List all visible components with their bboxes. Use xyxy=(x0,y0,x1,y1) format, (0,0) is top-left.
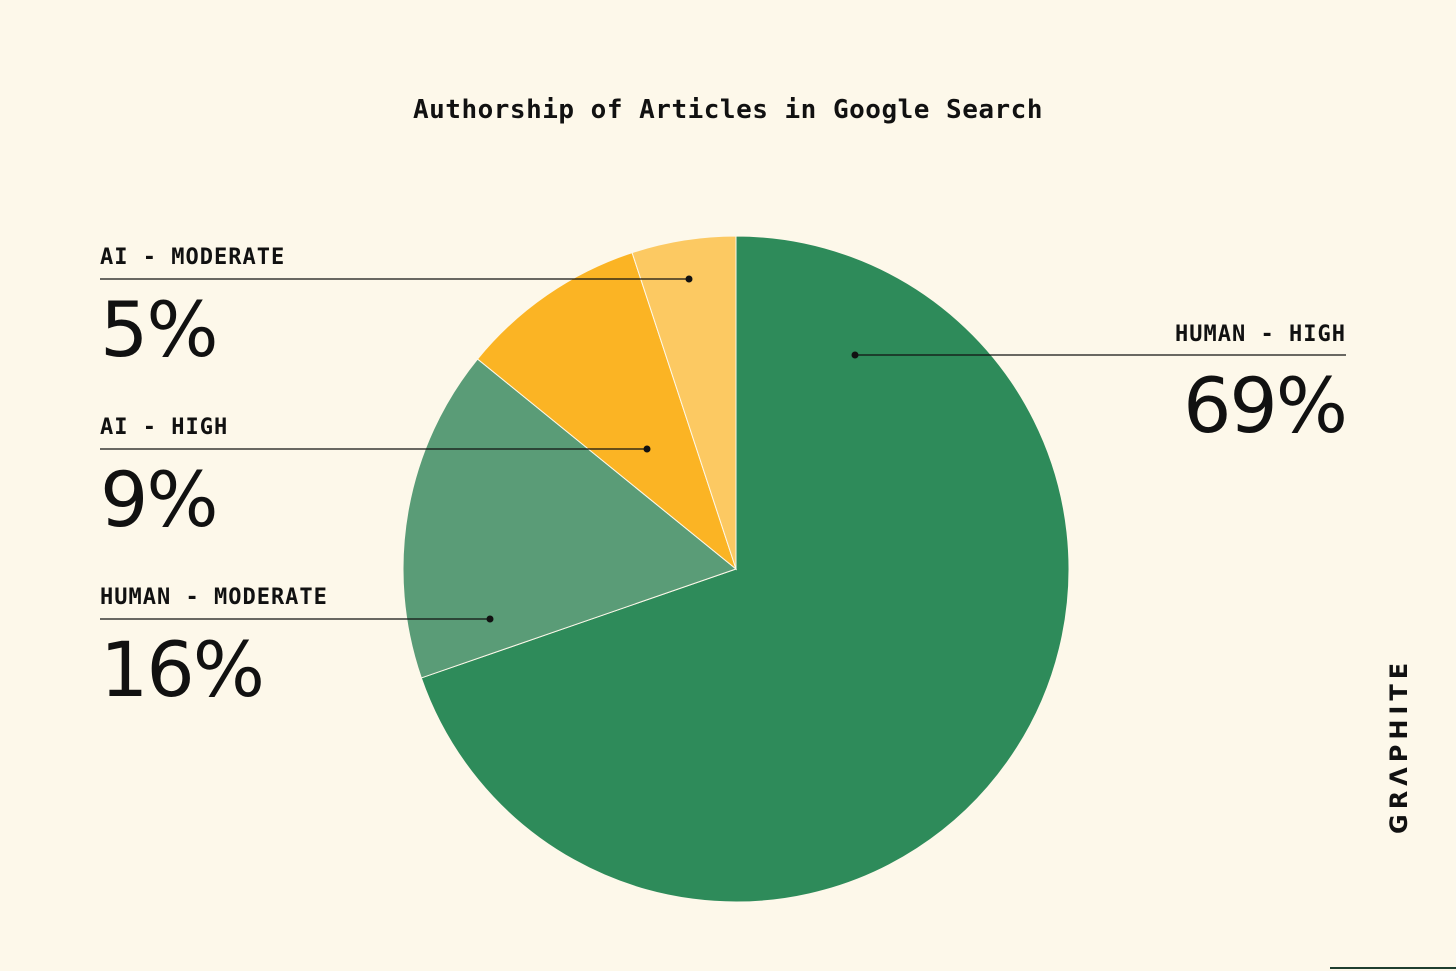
label-ai-moderate-value: 5% xyxy=(100,285,219,374)
label-human-moderate-value: 16% xyxy=(100,625,265,714)
chart-title: Authorship of Articles in Google Search xyxy=(413,95,1043,125)
pie-slice-human-high xyxy=(420,235,1070,903)
label-ai-high-value: 9% xyxy=(100,455,219,544)
pie-slice-human-moderate xyxy=(402,358,738,679)
corner-divider xyxy=(1330,967,1456,969)
label-ai-high-name: AI - HIGH xyxy=(100,415,229,440)
label-human-high-name: HUMAN - HIGH xyxy=(1175,322,1346,347)
leader-dot-human-high xyxy=(851,351,859,359)
pie-slice-ai-high xyxy=(476,251,738,571)
leader-dot-human-moderate xyxy=(486,615,494,623)
label-ai-moderate-name: AI - MODERATE xyxy=(100,245,286,270)
graphite-logo: GRΛPHITE xyxy=(1385,657,1413,834)
leader-dot-ai-moderate xyxy=(685,275,693,283)
label-human-high-value: 69% xyxy=(1183,361,1348,450)
label-human-moderate-name: HUMAN - MODERATE xyxy=(100,585,328,610)
pie-slice-ai-moderate xyxy=(631,235,737,570)
leader-dot-ai-high xyxy=(643,445,651,453)
